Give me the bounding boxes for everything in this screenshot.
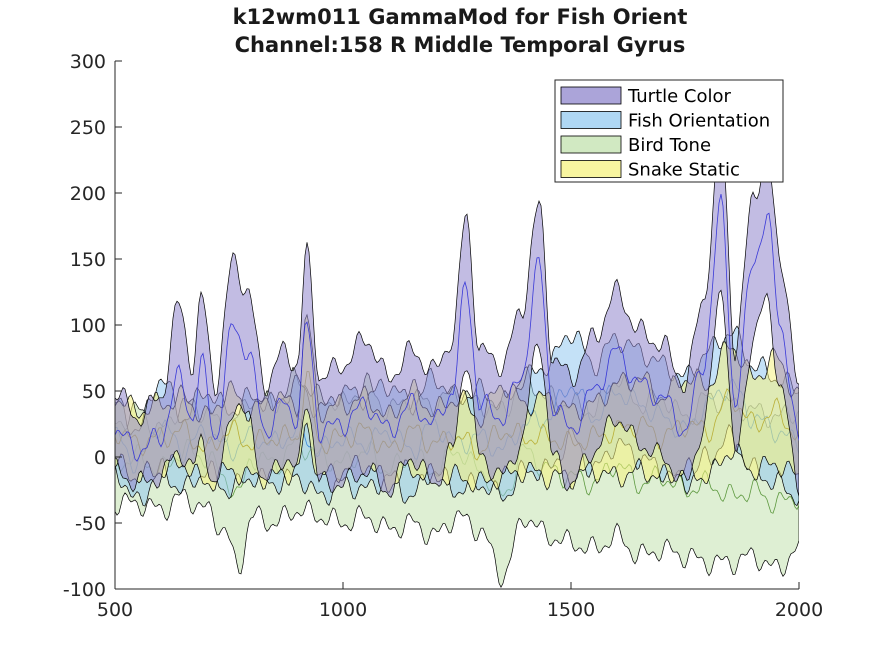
y-tick-label: 200: [70, 183, 106, 205]
legend-swatch-turtle-color: [560, 86, 622, 105]
chart-subtitle: Channel:158 R Middle Temporal Gyrus: [235, 33, 686, 57]
legend: Turtle Color Fish Orientation Bird Tone Sna…: [554, 79, 784, 183]
legend-swatch-fish-orientation: [560, 111, 622, 129]
x-tick-label: 1000: [319, 599, 367, 621]
series-layer: [115, 138, 799, 588]
legend-swatch-snake-static: [560, 160, 622, 178]
legend-swatch-bird-tone: [560, 135, 622, 154]
y-tick-label: 50: [82, 381, 106, 403]
legend-label-bird-tone: Bird Tone: [628, 135, 711, 156]
y-tick-label: 0: [94, 447, 106, 469]
x-tick-label: 500: [97, 599, 133, 621]
axes: -100 -50 0 50 100 150 200 250 300 500 1000 1500 2000: [63, 51, 823, 621]
x-tick-label: 1500: [547, 599, 595, 621]
series-mean-line-turtle-color: [115, 194, 799, 462]
series-band-turtle-color: [115, 138, 799, 498]
legend-label-turtle-color: Turtle Color: [627, 86, 732, 107]
legend-label-snake-static: Snake Static: [628, 160, 740, 181]
y-tick-label: -50: [75, 513, 106, 535]
y-tick-label: -100: [63, 579, 106, 601]
y-tick-label: 300: [70, 51, 106, 73]
y-tick-label: 100: [70, 315, 106, 337]
y-tick-label: 150: [70, 249, 106, 271]
legend-label-fish-orientation: Fish Orientation: [628, 111, 770, 132]
x-tick-label: 2000: [775, 599, 823, 621]
y-tick-label: 250: [70, 117, 106, 139]
chart-title: k12wm011 GammaMod for Fish Orient: [233, 5, 688, 29]
